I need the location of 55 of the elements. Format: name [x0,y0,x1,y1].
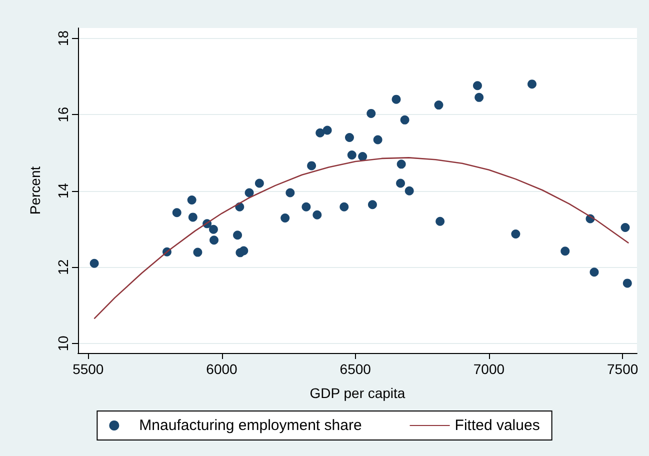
legend-label: Fitted values [454,417,540,434]
y-axis-title: Percent [27,166,43,215]
point [392,94,401,104]
x-tick-label: 6000 [206,361,238,377]
point [560,246,570,256]
point [208,224,218,234]
point [172,208,182,218]
point [233,230,242,240]
point [436,216,445,226]
point [254,178,264,188]
point [366,108,376,118]
point [472,81,482,90]
point [307,161,316,170]
point [396,160,406,169]
point [590,268,599,277]
point [400,115,410,124]
point [90,258,99,268]
x-tick-label: 5500 [72,361,104,377]
point [368,200,377,210]
x-tick-label: 7000 [473,361,505,377]
point [187,196,196,205]
point [322,126,332,135]
point [316,128,325,138]
x-axis-title: GDP per capita [310,385,406,401]
point [396,178,406,188]
point [239,246,248,256]
y-tick-label: 16 [55,106,71,122]
point [312,210,322,220]
y-tick-label: 12 [55,259,71,275]
point [340,202,349,212]
point [280,213,290,222]
y-tick-label: 10 [55,335,71,352]
x-tick-label: 7500 [606,361,638,377]
point [286,188,295,198]
point [620,223,630,232]
point [434,100,444,110]
point [622,278,632,288]
point [404,186,414,196]
point [511,229,520,238]
line-series [94,157,629,319]
point [193,248,202,257]
point [347,150,356,160]
point [188,212,198,222]
point [210,236,219,245]
point [344,132,354,142]
y-tick-label: 18 [55,30,71,46]
point [302,202,311,212]
point [527,80,536,89]
point [244,188,254,198]
y-tick-label: 14 [55,182,71,199]
x-tick-label: 6500 [340,361,372,377]
point [358,152,368,162]
point [474,92,484,102]
point [373,135,382,144]
legend-label: Mnaufacturing employment share [139,417,362,434]
